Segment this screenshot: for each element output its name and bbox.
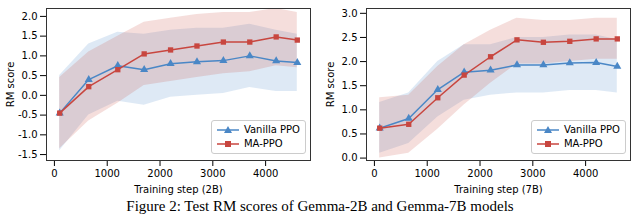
- html-text:Figure 2: Test RM scores of Ge: Figure 2: Test RM scores of Gemma-2B and…: [126, 198, 514, 214]
- svg-text:RM score: RM score: [5, 62, 16, 108]
- svg-text:0: 0: [51, 168, 57, 179]
- svg-text:Training step (7B): Training step (7B): [453, 184, 543, 195]
- html-text:MA-PPO: MA-PPO: [243, 138, 283, 149]
- svg-text:1.5: 1.5: [22, 30, 38, 41]
- svg-text:0.5: 0.5: [22, 70, 38, 81]
- html-text:MA-PPO: MA-PPO: [563, 138, 603, 149]
- svg-text:1.5: 1.5: [342, 80, 358, 91]
- svg-text:Training step (2B): Training step (2B): [133, 184, 223, 195]
- svg-text:2.5: 2.5: [342, 32, 358, 43]
- svg-text:3.0: 3.0: [342, 8, 358, 19]
- svg-text:0.0: 0.0: [342, 152, 358, 163]
- svg-text:1000: 1000: [414, 168, 439, 179]
- svg-text:2000: 2000: [467, 168, 492, 179]
- svg-text:1.0: 1.0: [342, 104, 358, 115]
- svg-text:3000: 3000: [200, 168, 225, 179]
- svg-text:-0.5: -0.5: [18, 109, 38, 120]
- svg-text:4000: 4000: [573, 168, 598, 179]
- html-text:Vanilla PPO: Vanilla PPO: [243, 124, 300, 135]
- svg-text:3000: 3000: [520, 168, 545, 179]
- svg-text:0.0: 0.0: [22, 90, 38, 101]
- svg-text:2.0: 2.0: [22, 11, 38, 22]
- svg-text:2000: 2000: [147, 168, 172, 179]
- svg-text:0.5: 0.5: [342, 128, 358, 139]
- svg-text:0: 0: [371, 168, 377, 179]
- svg-text:2.0: 2.0: [342, 56, 358, 67]
- svg-text:1.0: 1.0: [22, 50, 38, 61]
- html-text:Vanilla PPO: Vanilla PPO: [563, 124, 620, 135]
- svg-text:-1.0: -1.0: [18, 129, 38, 140]
- svg-text:1000: 1000: [94, 168, 119, 179]
- svg-text:RM score: RM score: [325, 62, 336, 108]
- svg-text:-1.5: -1.5: [18, 149, 38, 160]
- svg-text:4000: 4000: [253, 168, 278, 179]
